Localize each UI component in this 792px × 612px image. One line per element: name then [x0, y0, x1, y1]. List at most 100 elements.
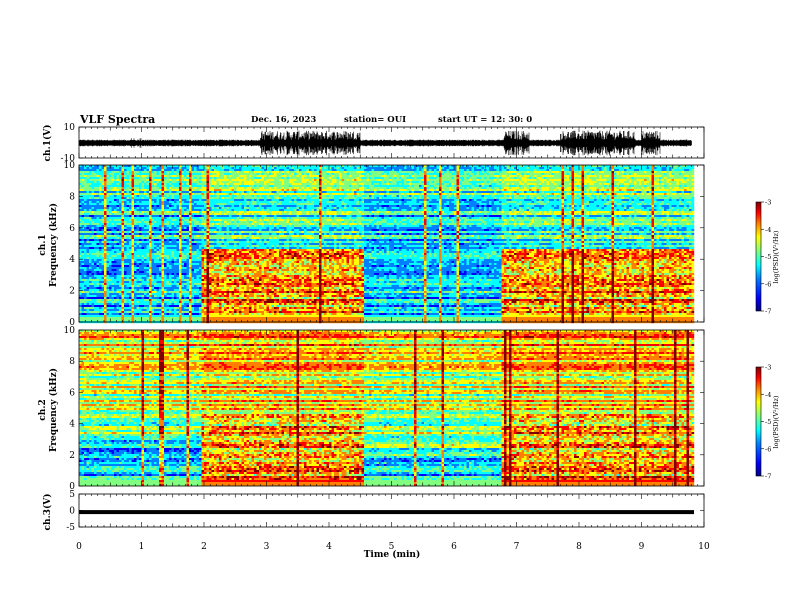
spectrogram-cell	[149, 181, 152, 184]
spectrogram-cell	[216, 221, 220, 224]
spectrogram-cell	[171, 231, 175, 234]
spectrogram-cell	[134, 313, 137, 316]
spectrogram-cell	[129, 191, 132, 194]
spectrogram-cell	[91, 199, 95, 202]
spectrogram-cell	[174, 285, 177, 288]
spectrogram-cell	[86, 169, 90, 172]
spectrogram-cell	[79, 235, 82, 238]
spectrogram-cell	[86, 235, 90, 238]
spectrogram-cell	[181, 179, 185, 182]
spectrogram-cell	[164, 313, 167, 316]
spectrogram-cell	[104, 273, 107, 276]
spectrogram-cell	[149, 305, 152, 308]
spectrogram-cell	[226, 273, 230, 276]
spectrogram-cell	[129, 269, 132, 272]
spectrogram-cell	[211, 223, 215, 226]
spectrogram-cell	[219, 231, 222, 234]
spectrogram-cell	[144, 273, 147, 276]
spectrogram-cell	[146, 253, 150, 256]
spectrogram-cell	[184, 167, 187, 170]
spectrogram-cell	[219, 309, 222, 312]
spectrogram-cell	[146, 189, 150, 192]
spectrogram-cell	[94, 259, 97, 262]
spectrogram-cell	[101, 283, 105, 286]
spectrogram-cell	[154, 209, 157, 212]
spectrogram-cell	[136, 245, 140, 248]
spectrogram-cell	[161, 221, 165, 224]
spectrogram-cell	[81, 219, 85, 222]
spectrogram-cell	[216, 303, 220, 306]
spectrogram-cell	[166, 293, 170, 296]
spectrogram-cell	[89, 309, 92, 312]
spectrogram-cell	[139, 185, 142, 188]
spectrogram-cell	[124, 281, 127, 284]
spectrogram-cell	[119, 195, 122, 198]
spectrogram-cell	[154, 273, 157, 276]
spectrogram-cell	[91, 301, 95, 304]
spectrogram-cell	[84, 227, 87, 230]
spectrogram-cell	[141, 221, 145, 224]
spectrogram-cell	[119, 289, 122, 292]
spectrogram-cell	[179, 199, 182, 202]
spectrogram-cell	[81, 189, 85, 192]
spectrogram-cell	[214, 239, 217, 242]
spectrogram-cell	[224, 311, 227, 314]
spectrogram-cell	[166, 317, 170, 320]
spectrogram-cell	[224, 281, 227, 284]
spectrogram-cell	[184, 237, 187, 240]
spectrogram-cell	[216, 233, 220, 236]
spectrogram-cell	[229, 199, 232, 202]
spectrogram-cell	[156, 237, 160, 240]
spectrogram-cell	[214, 297, 217, 300]
spectrogram-cell	[139, 233, 142, 236]
spectrogram-cell	[184, 277, 187, 280]
spectrogram-cell	[136, 255, 140, 258]
spectrogram-cell	[131, 245, 135, 248]
spectrogram-cell	[234, 207, 237, 210]
spectrogram-cell	[129, 237, 132, 240]
spectrogram-cell	[184, 173, 187, 176]
spectrogram-cell	[204, 269, 207, 272]
spectrogram-cell	[196, 175, 200, 178]
spectrogram-cell	[126, 205, 130, 208]
spectrogram-cell	[124, 185, 127, 188]
spectrogram-cell	[91, 261, 95, 264]
spectrogram-cell	[126, 207, 130, 210]
spectrogram-cell	[189, 287, 192, 290]
spectrogram-cell	[161, 165, 165, 168]
spectrogram-cell	[229, 207, 232, 210]
spectrogram-cell	[216, 199, 220, 202]
spectrogram-cell	[219, 189, 222, 192]
spectrogram-cell	[149, 213, 152, 216]
spectrogram-cell	[226, 251, 230, 254]
spectrogram-cell	[166, 207, 170, 210]
spectrogram-cell	[119, 285, 122, 288]
spectrogram-cell	[226, 245, 230, 248]
spectrogram-cell	[161, 187, 165, 190]
spectrogram-cell	[189, 299, 192, 302]
spectrogram-cell	[159, 173, 162, 176]
spectrogram-cell	[156, 297, 160, 300]
spectrogram-cell	[121, 317, 125, 320]
spectrogram-cell	[104, 209, 107, 212]
spectrogram-cell	[191, 197, 195, 200]
spectrogram-cell	[111, 259, 115, 262]
spectrogram-cell	[134, 263, 137, 266]
spectrogram-cell	[129, 215, 132, 218]
spectrogram-cell	[151, 221, 155, 224]
spectrogram-cell	[194, 185, 197, 188]
spectrogram-cell	[159, 303, 162, 306]
spectrogram-cell	[226, 307, 230, 310]
spectrogram-cell	[101, 287, 105, 290]
spectrogram-cell	[136, 309, 140, 312]
spectrogram-cell	[126, 217, 130, 220]
start-time-label: start UT = 12: 30: 0	[438, 115, 532, 125]
spectrogram-cell	[91, 173, 95, 176]
spectrogram-cell	[159, 219, 162, 222]
spectrogram-cell	[129, 261, 132, 264]
spectrogram-cell	[181, 229, 185, 232]
spectrogram-cell	[221, 273, 225, 276]
spectrogram-cell	[116, 213, 120, 216]
spectrogram-cell	[209, 207, 212, 210]
spectrogram-cell	[161, 219, 165, 222]
